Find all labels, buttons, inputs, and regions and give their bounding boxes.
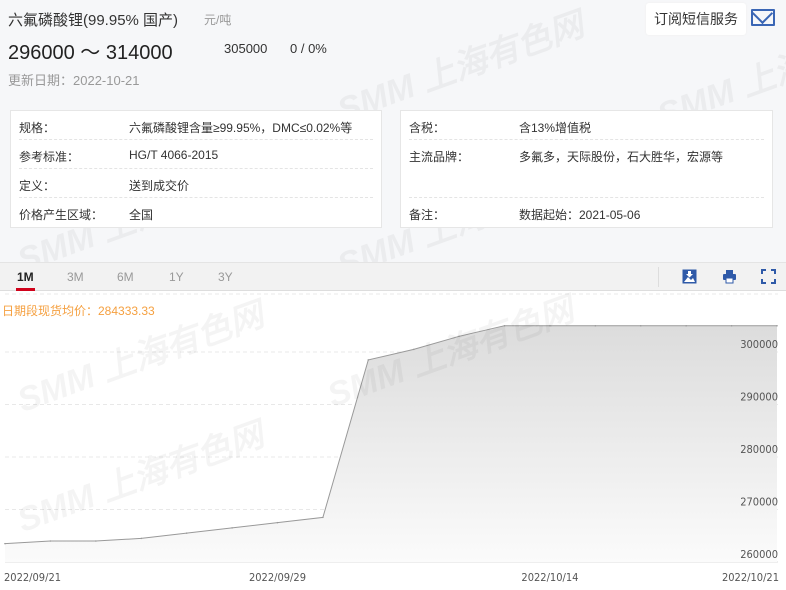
info-value: 多氟多，天际股份，石大胜华，宏源等	[519, 150, 724, 164]
product-title: 六氟磷酸锂(99.95% 国产)	[8, 12, 179, 29]
data-point	[4, 542, 6, 545]
range-tabs: 1M 3M 6M 1Y 3Y	[0, 262, 786, 291]
x-tick-label: 2022/09/29	[249, 571, 306, 584]
y-tick-label: 260000	[740, 548, 778, 561]
info-label: 主流品牌：	[409, 150, 470, 164]
data-point	[276, 521, 279, 524]
price-line	[4, 325, 777, 545]
x-tick-label: 2022/09/21	[4, 571, 61, 584]
mail-icon[interactable]	[751, 9, 775, 26]
info-label: 参考标准：	[19, 150, 80, 164]
price-chart: 260000 270000 280000 290000 300000 2022/09/21…	[4, 293, 779, 584]
info-label: 定义：	[19, 179, 56, 193]
tab-1m[interactable]: 1M	[16, 270, 35, 291]
price-area	[5, 325, 777, 562]
info-value: 含13%增值税	[519, 121, 592, 135]
mid-price: 305000	[224, 41, 268, 56]
update-date: 更新日期：2022-10-21	[8, 73, 140, 88]
data-point	[549, 324, 551, 327]
info-box-right: 含税： 含13%增值税 主流品牌： 多氟多，天际股份，石大胜华，宏源等 备注： 数据起…	[400, 110, 773, 228]
data-point	[594, 324, 597, 327]
price-unit: 元/吨	[204, 13, 232, 27]
data-point	[639, 324, 642, 327]
divider	[658, 267, 659, 287]
y-tick-label: 280000	[740, 443, 778, 456]
data-point	[412, 348, 415, 351]
price-range: 296000 ～ 314000	[8, 42, 173, 64]
data-point	[322, 516, 324, 519]
data-point	[231, 527, 233, 529]
info-value: 全国	[129, 208, 154, 222]
period-average-price: 日期段现货均价：284333.33	[2, 304, 155, 318]
y-tick-label: 300000	[740, 338, 778, 351]
x-tick-label: 2022/10/21	[722, 571, 779, 584]
tab-1y[interactable]: 1Y	[169, 270, 184, 284]
price-change: 0 / 0%	[290, 41, 327, 56]
info-value: 数据起始：2021-05-06	[519, 208, 641, 222]
x-tick-label: 2022/10/14	[521, 571, 578, 584]
info-label: 价格产生区域：	[19, 208, 104, 222]
data-point	[776, 324, 778, 327]
y-tick-label: 270000	[740, 496, 778, 509]
info-value: HG/T 4066-2015	[129, 148, 219, 162]
tab-6m[interactable]: 6M	[117, 270, 134, 284]
tab-3m[interactable]: 3M	[67, 270, 84, 284]
tab-3y[interactable]: 3Y	[218, 270, 233, 284]
print-icon[interactable]	[722, 269, 737, 284]
info-value: 送到成交价	[129, 179, 190, 193]
fullscreen-icon[interactable]	[761, 269, 776, 284]
info-label: 规格：	[19, 121, 56, 135]
info-value: 六氟磷酸锂含量≥99.95%，DMC≤0.02%等	[129, 121, 353, 135]
download-image-icon[interactable]	[682, 269, 697, 284]
info-label: 备注：	[409, 208, 446, 222]
data-point	[730, 324, 733, 327]
data-point	[49, 540, 52, 542]
data-point	[503, 324, 506, 327]
data-point	[95, 540, 97, 542]
data-point	[458, 335, 460, 338]
data-point	[140, 537, 143, 540]
subscribe-sms-button[interactable]: 订阅短信服务	[646, 3, 746, 35]
info-box-left: 规格： 六氟磷酸锂含量≥99.95%，DMC≤0.02%等 参考标准： HG/T 4…	[10, 110, 382, 228]
data-point	[367, 359, 370, 361]
info-label: 含税：	[409, 121, 446, 135]
data-point	[685, 324, 687, 327]
data-point	[185, 532, 188, 534]
y-tick-label: 290000	[740, 391, 778, 404]
